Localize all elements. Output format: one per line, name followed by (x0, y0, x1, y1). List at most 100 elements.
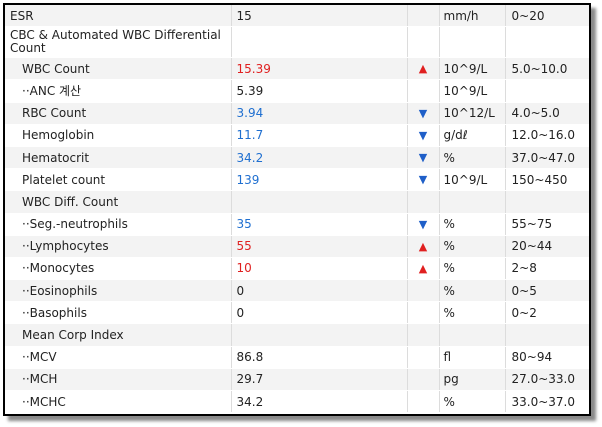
test-name: WBC Diff. Count (5, 190, 232, 214)
result-row: WBC Count 15.39 ▲ 10^9/L 5.0~10.0 (5, 57, 589, 81)
flag-cell (407, 5, 440, 28)
flag-cell: ▲ (407, 57, 440, 81)
reference-range: 0~2 (505, 301, 589, 325)
unit: % (439, 146, 506, 170)
result-row: ··MCH 29.7 pg 27.0~33.0 (5, 368, 589, 392)
reference-range: 4.0~5.0 (505, 102, 589, 125)
result-row: ··Monocytes 10 ▲ % 2~8 (5, 257, 589, 281)
result-value: 15 (231, 5, 408, 28)
test-name: Hematocrit (5, 146, 232, 170)
flag-cell (407, 301, 440, 325)
flag-cell (407, 390, 440, 414)
test-name: CBC & Automated WBC Differential Count (5, 26, 232, 59)
result-value: 5.39 (231, 79, 408, 103)
reference-range: 33.0~37.0 (505, 390, 589, 414)
result-value (231, 26, 408, 59)
flag-cell (407, 79, 440, 103)
reference-range (505, 190, 589, 214)
low-flag-icon: ▼ (418, 106, 428, 120)
low-flag-icon: ▼ (418, 217, 428, 231)
unit: % (439, 390, 506, 414)
unit: % (439, 257, 506, 281)
result-value: 15.39 (231, 57, 408, 81)
flag-cell: ▼ (407, 168, 440, 192)
reference-range (505, 323, 589, 347)
result-row: Hematocrit 34.2 ▼ % 37.0~47.0 (5, 146, 589, 170)
test-name: ··Lymphocytes (5, 235, 232, 258)
flag-cell (407, 190, 440, 214)
result-value: 35 (231, 213, 408, 236)
unit: % (439, 279, 506, 303)
reference-range: 0~20 (505, 5, 589, 28)
unit: 10^9/L (439, 79, 506, 103)
unit (439, 190, 506, 214)
test-name: WBC Count (5, 57, 232, 81)
result-row: Hemoglobin 11.7 ▼ g/dℓ 12.0~16.0 (5, 124, 589, 147)
reference-range: 150~450 (505, 168, 589, 192)
result-row: ··MCV 86.8 fl 80~94 (5, 346, 589, 369)
result-row: ··Eosinophils 0 % 0~5 (5, 279, 589, 303)
flag-cell (407, 346, 440, 369)
test-name: ··Basophils (5, 301, 232, 325)
high-flag-icon: ▲ (418, 239, 428, 253)
unit (439, 323, 506, 347)
flag-cell (407, 26, 440, 59)
flag-cell: ▲ (407, 257, 440, 281)
reference-range: 0~5 (505, 279, 589, 303)
result-value (231, 323, 408, 347)
reference-range: 55~75 (505, 213, 589, 236)
flag-cell: ▼ (407, 102, 440, 125)
result-row: ··Lymphocytes 55 ▲ % 20~44 (5, 235, 589, 258)
reference-range: 12.0~16.0 (505, 124, 589, 147)
unit: % (439, 213, 506, 236)
unit: mm/h (439, 5, 506, 28)
result-value: 86.8 (231, 346, 408, 369)
unit: fl (439, 346, 506, 369)
result-value: 55 (231, 235, 408, 258)
test-name: Hemoglobin (5, 124, 232, 147)
reference-range: 5.0~10.0 (505, 57, 589, 81)
test-name: ··MCHC (5, 390, 232, 414)
result-row: Platelet count 139 ▼ 10^9/L 150~450 (5, 168, 589, 192)
high-flag-icon: ▲ (418, 261, 428, 275)
test-name: ··ANC 계산 (5, 79, 232, 103)
result-row: ··Basophils 0 % 0~2 (5, 301, 589, 325)
reference-range (505, 26, 589, 59)
reference-range: 37.0~47.0 (505, 146, 589, 170)
unit: % (439, 301, 506, 325)
flag-cell (407, 323, 440, 347)
test-name: ··MCH (5, 368, 232, 392)
result-value: 34.2 (231, 146, 408, 170)
test-name: ··MCV (5, 346, 232, 369)
flag-cell (407, 368, 440, 392)
flag-cell: ▼ (407, 213, 440, 236)
result-row: ESR 15 mm/h 0~20 (5, 5, 589, 28)
flag-cell: ▼ (407, 124, 440, 147)
reference-range: 80~94 (505, 346, 589, 369)
reference-range: 20~44 (505, 235, 589, 258)
result-value: 0 (231, 279, 408, 303)
result-row: ··MCHC 34.2 % 33.0~37.0 (5, 390, 589, 414)
flag-cell: ▼ (407, 146, 440, 170)
unit: 10^9/L (439, 168, 506, 192)
reference-range: 2~8 (505, 257, 589, 281)
test-name: ESR (5, 5, 232, 28)
unit: 10^12/L (439, 102, 506, 125)
test-name: Mean Corp Index (5, 323, 232, 347)
result-value: 11.7 (231, 124, 408, 147)
result-row: RBC Count 3.94 ▼ 10^12/L 4.0~5.0 (5, 102, 589, 125)
unit: % (439, 235, 506, 258)
high-flag-icon: ▲ (418, 62, 428, 76)
lab-results-table: ESR 15 mm/h 0~20 CBC & Automated WBC Dif… (5, 5, 589, 414)
test-name: Platelet count (5, 168, 232, 192)
unit: pg (439, 368, 506, 392)
flag-cell (407, 279, 440, 303)
lab-results-panel: ESR 15 mm/h 0~20 CBC & Automated WBC Dif… (3, 3, 591, 416)
reference-range (505, 79, 589, 103)
result-value: 139 (231, 168, 408, 192)
test-name: ··Eosinophils (5, 279, 232, 303)
low-flag-icon: ▼ (418, 173, 428, 187)
result-value: 34.2 (231, 390, 408, 414)
flag-cell: ▲ (407, 235, 440, 258)
unit: g/dℓ (439, 124, 506, 147)
